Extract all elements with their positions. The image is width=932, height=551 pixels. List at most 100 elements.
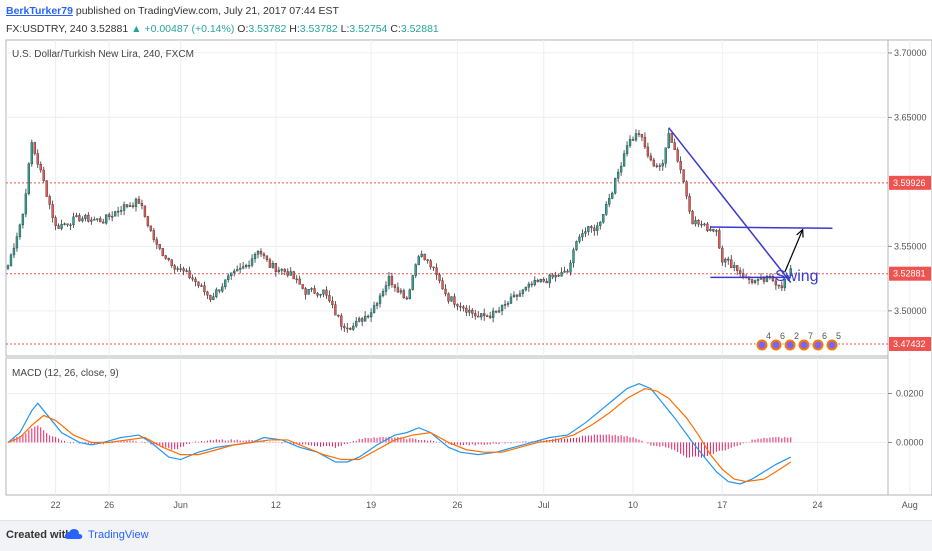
high-value: 3.53782 [299,23,338,35]
candle-body [673,142,676,150]
candle-body [113,211,117,217]
published-text: published on TradingView.com, July 21, 2… [75,5,339,17]
candle-body [188,270,191,279]
price-label-text: 3.47432 [893,339,926,349]
candle-body [483,313,486,316]
candle-body [625,145,629,154]
candle-body [322,289,325,295]
candle-body [563,270,566,273]
candle-body [307,289,310,295]
candle-body [459,305,462,308]
candle-body [637,133,641,135]
candle-body [224,279,227,288]
event-badge-label: 5 [836,331,841,341]
macd-pane-title: MACD (12, 26, close, 9) [12,368,119,379]
candle-body [119,210,123,212]
time-axis[interactable]: 22 26 Jun 12 19 26 Jul 10 17 24 Aug [51,500,918,510]
candle-body [456,304,459,307]
candle-body [682,169,685,183]
time-tick-label: 24 [813,500,823,510]
horizontal-levels [6,182,888,345]
candle-body [149,225,153,231]
candle-body [244,265,248,267]
event-badge-label: 4 [766,331,771,341]
candle-body [390,276,394,285]
swing-annotation[interactable]: Swing [775,268,819,285]
candle-body [789,268,792,276]
candle-body [93,219,96,221]
price-axis[interactable]: 3.70000 3.65000 3.55000 3.50000 0.0200 0.0000… [888,48,931,448]
macd-tick-label: 0.0000 [896,437,924,447]
candle-body [619,165,623,173]
candle-body [238,267,242,270]
author-link[interactable]: BerkTurker79 [6,5,73,17]
candle-body [286,271,289,276]
candle-body [358,318,361,322]
time-tick-label: Jun [173,500,188,510]
candle-body [509,296,513,304]
candle-body [96,218,99,220]
candle-body [709,228,712,231]
candle-body [515,294,519,297]
candle-body [759,277,763,280]
candle-body [712,228,715,232]
created-with-label: Created with [6,529,73,541]
candle-body [366,315,370,318]
candle-body [599,221,602,226]
candle-body [280,269,283,271]
candle-body [545,281,548,284]
candle-body [777,284,781,287]
time-tick-label: 26 [104,500,114,510]
candle-body [652,159,656,167]
candle-body [355,320,358,327]
candle-body [569,262,572,273]
tradingview-cloud-icon [64,529,83,539]
candle-body [685,181,688,197]
candle-body [474,313,477,317]
candle-body [736,265,739,271]
candle-body [548,274,551,284]
candle-body [593,227,596,231]
candle-body [221,286,224,292]
candle-body [697,220,700,225]
candle-body [420,253,423,257]
candle-body [488,315,492,318]
candle-body [703,223,706,226]
candle-body [670,133,673,143]
candle-body [497,310,501,313]
trendline [668,127,792,283]
event-badge-core [772,341,780,349]
candle-body [518,293,522,297]
candle-body [274,263,278,272]
candle-body [9,254,13,266]
price-tick-label: 3.70000 [894,48,927,58]
candle-body [99,218,102,223]
candle-body [215,289,218,297]
candle-body [352,325,355,330]
candle-body [465,307,468,313]
candle-body [622,153,626,167]
tradingview-brand[interactable]: TradingView [88,529,149,541]
candle-body [411,275,414,290]
candle-body [616,171,620,179]
candle-body [634,133,638,141]
candle-body [587,226,590,232]
candle-body [337,314,340,317]
candle-body [393,284,397,288]
candle-body [256,250,260,255]
candle-body [185,270,188,272]
candle-body [727,258,730,261]
candle-body [78,215,81,222]
candle-body [343,326,346,329]
candle-body [486,315,489,317]
candle-body [611,192,614,199]
candle-body [774,280,778,286]
candle-body [33,142,36,154]
candle-body [122,204,126,211]
candle-body [346,327,349,330]
candle-body [435,267,438,275]
candle-body [253,254,257,259]
candle-body [54,217,57,226]
arrow-head [796,228,804,238]
